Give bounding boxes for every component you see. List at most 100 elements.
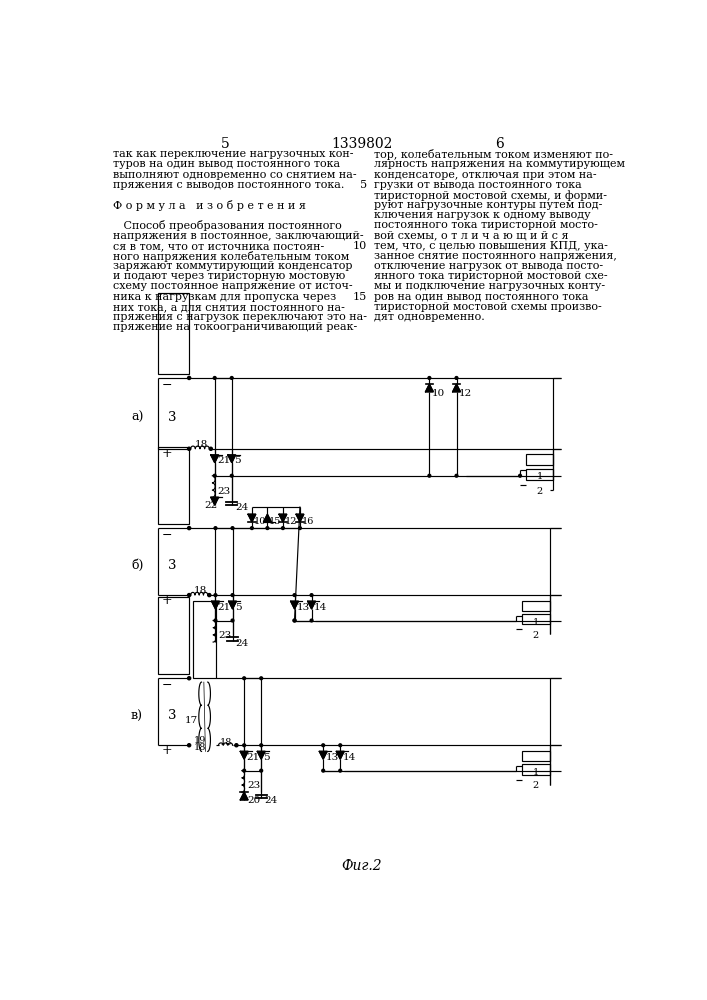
Text: 5: 5	[264, 753, 270, 762]
Circle shape	[310, 619, 313, 622]
Text: Фиг.2: Фиг.2	[341, 859, 382, 873]
Text: руют нагрузочные контуры путем под-: руют нагрузочные контуры путем под-	[373, 200, 602, 210]
Polygon shape	[228, 455, 235, 463]
Circle shape	[243, 769, 245, 772]
Text: 2: 2	[537, 487, 543, 496]
Text: 18: 18	[220, 738, 233, 747]
Text: ров на один вывод постоянного тока: ров на один вывод постоянного тока	[373, 292, 588, 302]
Circle shape	[322, 744, 325, 747]
Text: ся в том, что от источника постоян-: ся в том, что от источника постоян-	[113, 241, 325, 251]
Text: 10: 10	[353, 241, 368, 251]
Text: Способ преобразования постоянного: Способ преобразования постоянного	[113, 220, 342, 231]
Text: 20: 20	[247, 796, 260, 805]
Circle shape	[230, 377, 233, 379]
Text: янного тока тиристорной мостовой схе-: янного тока тиристорной мостовой схе-	[373, 271, 607, 281]
Circle shape	[208, 594, 211, 597]
Text: 24: 24	[235, 639, 249, 648]
Text: 13: 13	[325, 753, 339, 762]
Circle shape	[187, 744, 191, 747]
Text: 22: 22	[204, 501, 217, 510]
Circle shape	[266, 527, 269, 529]
Polygon shape	[308, 601, 315, 609]
Circle shape	[243, 677, 245, 680]
Text: 10: 10	[432, 389, 445, 398]
Text: заряжают коммутирующий конденсатор: заряжают коммутирующий конденсатор	[113, 261, 353, 271]
Text: Ф о р м у л а   и з о б р е т е н и я: Ф о р м у л а и з о б р е т е н и я	[113, 200, 306, 211]
Circle shape	[230, 474, 233, 477]
Bar	[522, 764, 549, 774]
Text: постоянного тока тиристорной мосто-: постоянного тока тиристорной мосто-	[373, 220, 597, 230]
Text: 18: 18	[194, 586, 207, 595]
Text: ключения нагрузок к одному выводу: ключения нагрузок к одному выводу	[373, 210, 590, 220]
Text: 3: 3	[168, 411, 177, 424]
Text: 24: 24	[264, 796, 278, 805]
Bar	[526, 454, 554, 465]
Circle shape	[310, 594, 313, 596]
Text: дят одновременно.: дят одновременно.	[373, 312, 484, 322]
Text: 24: 24	[235, 503, 248, 512]
Circle shape	[455, 377, 458, 379]
Circle shape	[250, 527, 253, 529]
Text: 5: 5	[235, 603, 242, 612]
Text: 1: 1	[537, 472, 543, 481]
Text: 21: 21	[218, 603, 231, 612]
Polygon shape	[211, 497, 218, 505]
Polygon shape	[426, 384, 433, 392]
Text: тиристорной мостовой схемы произво-: тиристорной мостовой схемы произво-	[373, 302, 602, 312]
Text: −: −	[162, 379, 173, 392]
Circle shape	[259, 677, 262, 680]
Circle shape	[428, 377, 431, 379]
Bar	[522, 601, 549, 611]
Circle shape	[209, 447, 212, 450]
Circle shape	[231, 594, 234, 596]
Circle shape	[339, 744, 341, 747]
Circle shape	[339, 769, 341, 772]
Text: конденсаторе, отключая при этом на-: конденсаторе, отключая при этом на-	[373, 170, 596, 180]
Circle shape	[259, 744, 262, 747]
Circle shape	[214, 594, 217, 596]
Text: 12: 12	[284, 517, 297, 526]
Circle shape	[231, 619, 234, 622]
Polygon shape	[296, 514, 304, 522]
Bar	[158, 293, 189, 374]
Text: 1: 1	[533, 618, 539, 627]
Circle shape	[187, 447, 191, 450]
Circle shape	[519, 474, 522, 477]
Text: занное снятие постоянного напряжения,: занное снятие постоянного напряжения,	[373, 251, 617, 261]
Circle shape	[293, 619, 296, 622]
Text: 5: 5	[361, 180, 368, 190]
Circle shape	[322, 769, 325, 772]
Circle shape	[243, 744, 245, 747]
Text: 1339802: 1339802	[332, 137, 392, 151]
Text: +: +	[162, 594, 173, 607]
Polygon shape	[452, 384, 460, 392]
Polygon shape	[279, 514, 287, 522]
Text: 2: 2	[533, 631, 539, 640]
Circle shape	[259, 769, 262, 772]
Circle shape	[455, 474, 458, 477]
Text: 5: 5	[221, 137, 230, 151]
Text: 16: 16	[301, 517, 314, 526]
Text: 3: 3	[168, 559, 177, 572]
Text: схему постоянное напряжение от источ-: схему постоянное напряжение от источ-	[113, 281, 353, 291]
Text: напряжения в постоянное, заключающий-: напряжения в постоянное, заключающий-	[113, 231, 364, 241]
Bar	[158, 447, 189, 524]
Circle shape	[298, 527, 301, 529]
Text: 18: 18	[194, 440, 208, 449]
Text: и подают через тиристорную мостовую: и подают через тиристорную мостовую	[113, 271, 346, 281]
Text: вой схемы, о т л и ч а ю щ и й с я: вой схемы, о т л и ч а ю щ и й с я	[373, 231, 568, 241]
Circle shape	[293, 619, 296, 622]
Text: в): в)	[131, 709, 143, 722]
Circle shape	[214, 527, 217, 529]
Text: выполняют одновременно со снятием на-: выполняют одновременно со снятием на-	[113, 170, 357, 180]
Text: пряжения с нагрузок переключают это на-: пряжения с нагрузок переключают это на-	[113, 312, 367, 322]
Text: ного напряжения колебательным током: ного напряжения колебательным током	[113, 251, 349, 262]
Text: отключение нагрузок от вывода посто-: отключение нагрузок от вывода посто-	[373, 261, 602, 271]
Text: +: +	[162, 447, 173, 460]
Circle shape	[214, 474, 216, 477]
Circle shape	[214, 377, 216, 379]
Text: а): а)	[131, 411, 144, 424]
Text: 12: 12	[459, 389, 472, 398]
Bar	[526, 469, 554, 480]
Text: них тока, а для снятия постоянного на-: них тока, а для снятия постоянного на-	[113, 302, 345, 312]
